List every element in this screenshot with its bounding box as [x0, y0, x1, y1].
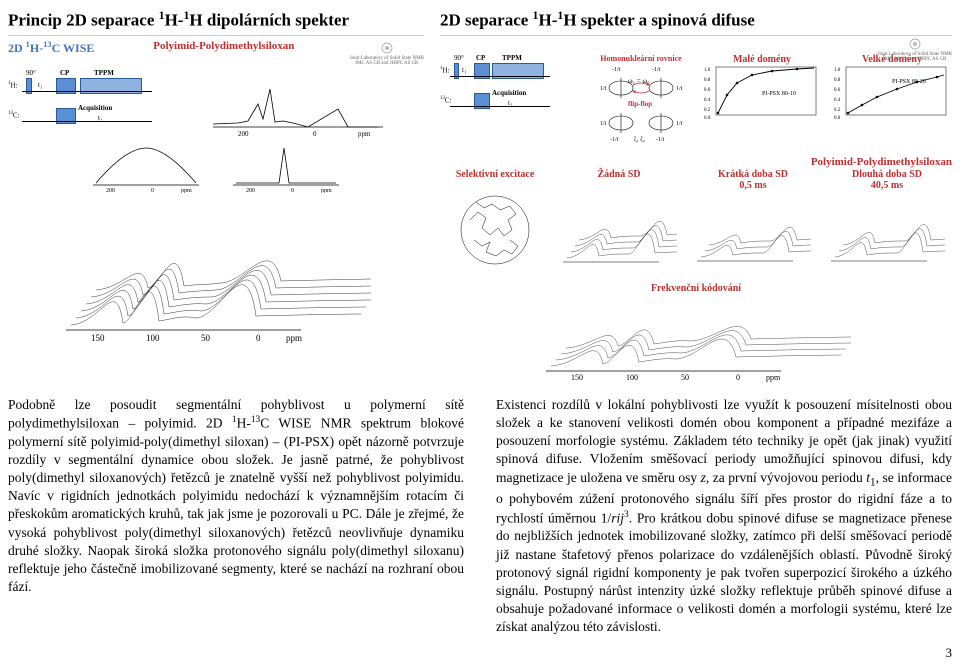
svg-text:0: 0 [291, 188, 294, 193]
wise-3d-plot: 150 100 50 0 ppm [61, 195, 371, 355]
svg-text:ppm: ppm [321, 188, 332, 193]
svg-text:flip-flop: flip-flop [628, 100, 652, 108]
svg-text:200: 200 [246, 188, 255, 193]
right-panel: 2D separace 1H-1H spekter a spinová difu… [440, 8, 952, 384]
svg-text:ppm: ppm [766, 373, 781, 382]
svg-text:0.8: 0.8 [704, 78, 711, 83]
svg-text:ppm: ppm [286, 333, 302, 343]
large-domains-chart: 1.0 0.8 0.6 0.4 0.2 0.0 PI-PSX 80-20 [832, 65, 952, 125]
svg-text:150: 150 [91, 333, 105, 343]
svg-text:ξ₁ ξ₂: ξ₁ ξ₂ [634, 137, 645, 143]
svg-text:1/t: 1/t [676, 86, 683, 92]
svg-text:0.8: 0.8 [834, 78, 841, 83]
svg-text:0.0: 0.0 [834, 116, 841, 121]
svg-text:0.2: 0.2 [704, 108, 711, 113]
svg-text:-1/t: -1/t [610, 137, 619, 143]
spectrum-1d: 200 0 ppm [208, 69, 388, 139]
svg-text:PI-PSX 80-20: PI-PSX 80-20 [892, 79, 926, 85]
svg-text:50: 50 [681, 373, 689, 382]
experiment-label: 2D 1H-13C WISE [8, 40, 98, 56]
svg-text:1/t: 1/t [600, 121, 607, 127]
wise-no-sd: Žádná SD [554, 169, 684, 279]
svg-text:200: 200 [238, 130, 249, 138]
svg-text:0.4: 0.4 [834, 98, 841, 103]
selective-excitation: Selektivní excitace [440, 169, 550, 279]
svg-text:100: 100 [626, 373, 638, 382]
nmr-logo-right: Joint Laboratory of Solid State NMR IMC … [878, 36, 952, 63]
svg-text:-1/t: -1/t [652, 67, 661, 73]
svg-text:-1/t: -1/t [612, 67, 621, 73]
body-right-column: Existenci rozdílů v lokální pohyblivosti… [496, 396, 952, 637]
svg-text:0.6: 0.6 [704, 88, 711, 93]
small-domains-label: Malé domény [702, 54, 822, 65]
svg-text:0: 0 [736, 373, 740, 382]
body-left-column: Podobně lze posoudit segmentální pohybli… [8, 396, 464, 637]
proton-spectrum-broad: 200 0 ppm [91, 143, 201, 193]
svg-text:0: 0 [313, 130, 317, 138]
svg-text:1.0: 1.0 [704, 68, 711, 73]
sample-name: Polyimid-Polydimethylsiloxan [98, 40, 350, 52]
wise-long-sd: Dlouhá doba SD40,5 ms [822, 169, 952, 279]
svg-text:100: 100 [146, 333, 160, 343]
svg-text:0.4: 0.4 [704, 98, 711, 103]
svg-text:ppm: ppm [181, 188, 192, 193]
svg-text:1/t: 1/t [676, 121, 683, 127]
page-number: 3 [8, 645, 952, 661]
svg-text:150: 150 [571, 373, 583, 382]
proton-spectrum-narrow: 200 0 ppm [231, 143, 341, 193]
svg-text:ppm: ppm [358, 130, 371, 138]
pulse-sequence: 1H: 13C: 90° t₁ CP TPPM Acquisition t₂ [8, 69, 208, 129]
svg-text:50: 50 [201, 333, 211, 343]
bottom-sample: Polyimid-Polydimethylsiloxan [811, 156, 952, 168]
wise-short-sd: Krátká doba SD0,5 ms [688, 169, 818, 279]
right-title: 2D separace 1H-1H spekter a spinová difu… [440, 8, 952, 31]
sd-pulse-sequence: 1H: 13C: 90° t₁ CP TPPM Acquisition t₂ [440, 54, 580, 114]
svg-text:0.2: 0.2 [834, 108, 841, 113]
freq-encoding-3d: 150 100 50 0 ppm [541, 294, 851, 384]
svg-text:PI-PSX 80-10: PI-PSX 80-10 [762, 91, 796, 97]
svg-text:0: 0 [151, 188, 154, 193]
homonuclear-diagram: Homonukleární rovnice -1/t -1/t ω₁ = ω₀ … [586, 54, 696, 147]
left-panel: Princip 2D separace 1H-1H dipolárních sp… [8, 8, 424, 384]
svg-text:-1/t: -1/t [656, 137, 665, 143]
svg-text:200: 200 [106, 188, 115, 193]
left-title: Princip 2D separace 1H-1H dipolárních sp… [8, 8, 424, 31]
svg-text:0.6: 0.6 [834, 88, 841, 93]
small-domains-chart: 1.0 0.8 0.6 0.4 0.2 0.0 PI-PSX 80-10 [702, 65, 822, 125]
svg-text:0: 0 [256, 333, 261, 343]
svg-text:1/t: 1/t [600, 86, 607, 92]
svg-text:0.0: 0.0 [704, 116, 711, 121]
nmr-logo-left: Joint Laboratory of Solid State NMR IMC … [350, 40, 424, 67]
freq-encoding-label: Frekvenční kódování [440, 283, 952, 294]
svg-text:1.0: 1.0 [834, 68, 841, 73]
